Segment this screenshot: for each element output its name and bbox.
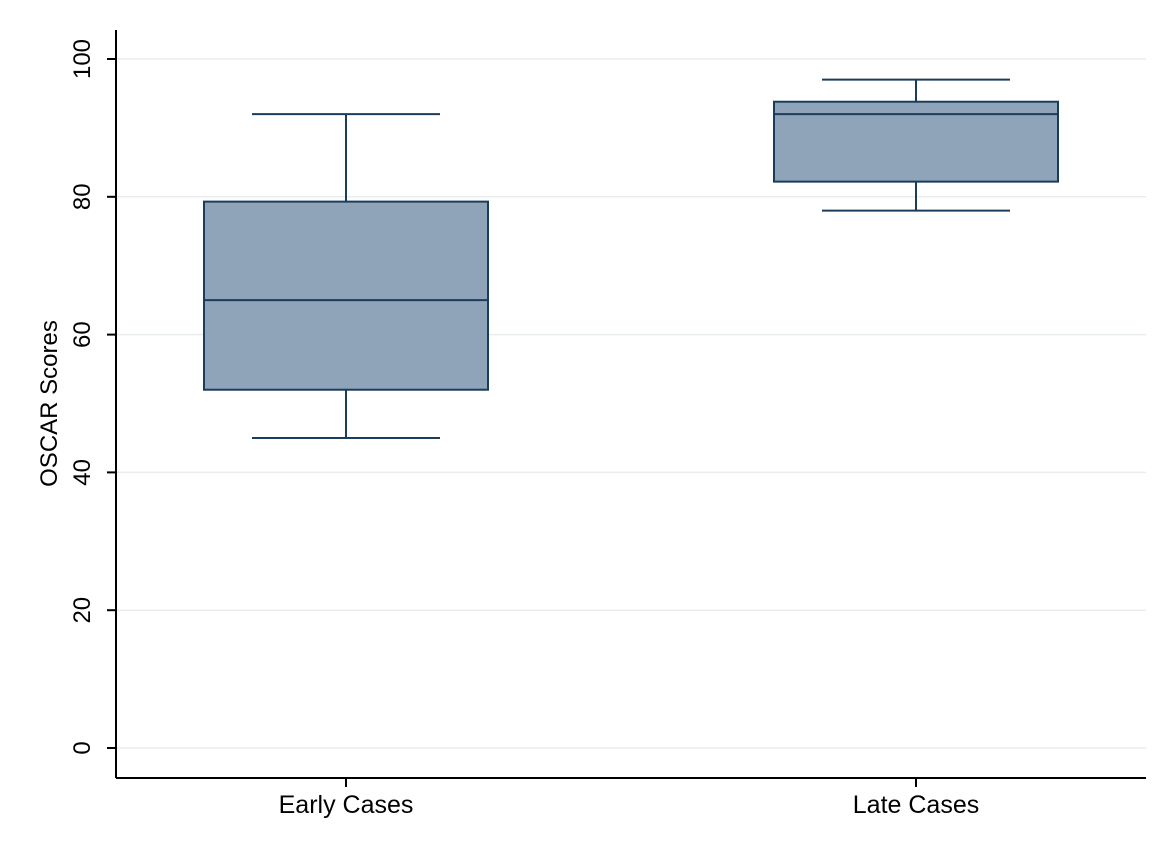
y-tick-label-40: 40	[69, 459, 96, 486]
box-late-cases	[773, 78, 1059, 212]
labels: 0 20 40 60 80 100 Early Cases Late Cases OSCAR S…	[36, 39, 979, 819]
axes	[107, 30, 1146, 787]
boxes	[203, 78, 1059, 439]
y-axis-title: OSCAR Scores	[36, 320, 63, 487]
y-tick-label-80: 80	[69, 183, 96, 210]
y-tick-label-0: 0	[69, 741, 96, 754]
box-early-cases	[203, 113, 489, 439]
y-tick-label-20: 20	[69, 597, 96, 624]
iqr-box-early-cases	[203, 200, 489, 391]
y-tick-label-60: 60	[69, 321, 96, 348]
x-category-label-early-cases: Early Cases	[279, 791, 414, 819]
y-tick-label-100: 100	[69, 39, 96, 79]
x-category-label-late-cases: Late Cases	[853, 791, 979, 819]
